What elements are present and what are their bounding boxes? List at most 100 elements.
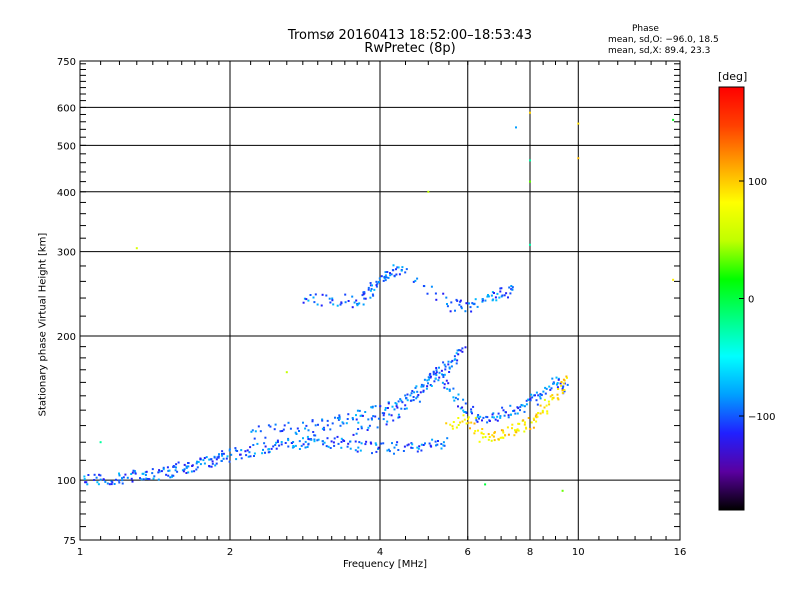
data-point xyxy=(577,122,580,125)
data-point xyxy=(168,469,171,472)
data-point xyxy=(378,280,380,283)
data-point xyxy=(292,445,295,447)
data-point xyxy=(404,394,407,397)
data-point xyxy=(226,455,229,458)
y-tick-label: 400 xyxy=(57,188,76,199)
data-point xyxy=(428,373,431,376)
data-point xyxy=(202,459,205,462)
data-point xyxy=(215,462,218,465)
data-point xyxy=(133,470,136,472)
data-point xyxy=(450,301,453,304)
data-point xyxy=(502,409,505,412)
data-point xyxy=(393,408,396,411)
data-point xyxy=(563,390,566,393)
data-point xyxy=(339,303,342,306)
data-point xyxy=(440,443,443,445)
data-point xyxy=(376,426,379,429)
data-point xyxy=(346,418,349,420)
colorbar-tick-label: 100 xyxy=(748,177,767,188)
data-point xyxy=(361,294,364,297)
data-point xyxy=(561,392,564,394)
data-point xyxy=(359,449,362,452)
data-point xyxy=(532,417,535,420)
data-point xyxy=(369,282,372,284)
data-point xyxy=(512,410,515,412)
data-point xyxy=(166,466,169,469)
data-point xyxy=(443,383,446,386)
data-point xyxy=(110,483,113,486)
data-point xyxy=(298,448,301,450)
x-tick-label: 4 xyxy=(377,547,383,558)
data-point xyxy=(96,481,99,484)
data-point xyxy=(422,285,425,287)
data-point xyxy=(476,420,479,423)
data-point xyxy=(121,482,124,485)
data-point xyxy=(556,382,559,384)
data-point xyxy=(537,412,540,415)
data-point xyxy=(392,419,395,422)
data-point xyxy=(456,349,459,352)
data-point xyxy=(446,303,448,305)
data-point xyxy=(298,440,301,443)
data-point xyxy=(479,415,482,418)
data-point xyxy=(445,296,448,299)
data-point xyxy=(430,445,433,448)
data-point xyxy=(245,454,248,457)
data-point xyxy=(130,473,133,475)
data-point xyxy=(529,159,531,162)
data-point xyxy=(336,304,339,307)
colorbar-ticks: 100 0 −100 xyxy=(739,177,775,423)
data-point xyxy=(300,444,303,447)
data-point xyxy=(337,442,340,445)
data-point xyxy=(310,438,313,441)
data-point xyxy=(380,442,383,445)
data-point xyxy=(354,449,357,452)
data-point xyxy=(502,436,505,439)
data-point xyxy=(481,298,484,301)
data-point xyxy=(118,472,120,475)
data-point xyxy=(347,413,350,416)
data-point xyxy=(524,421,526,424)
data-point xyxy=(211,460,214,463)
data-point xyxy=(466,302,469,305)
data-point xyxy=(345,422,348,425)
data-point xyxy=(269,425,272,428)
data-point xyxy=(470,408,473,411)
data-point xyxy=(396,406,399,409)
data-point xyxy=(190,470,193,473)
data-point xyxy=(371,418,373,421)
data-point xyxy=(444,365,447,368)
data-point xyxy=(400,399,403,402)
data-point xyxy=(222,452,225,455)
data-point xyxy=(351,306,354,309)
data-point xyxy=(248,451,251,454)
data-point xyxy=(386,407,389,409)
data-point xyxy=(396,441,399,444)
data-point xyxy=(303,297,306,300)
data-point xyxy=(497,438,500,441)
data-point xyxy=(351,417,354,419)
data-point xyxy=(340,440,343,443)
data-point xyxy=(452,421,455,423)
data-point xyxy=(413,391,416,394)
data-point xyxy=(287,437,290,440)
x-tick-label: 10 xyxy=(572,547,585,558)
data-point xyxy=(539,397,542,400)
data-point xyxy=(353,301,356,304)
data-point xyxy=(145,470,148,473)
data-point xyxy=(551,394,554,397)
data-point xyxy=(500,287,503,290)
data-point xyxy=(501,406,504,409)
data-point xyxy=(118,481,121,484)
data-point xyxy=(144,474,147,476)
data-point xyxy=(434,372,437,375)
data-point xyxy=(376,282,379,285)
data-point xyxy=(280,441,283,443)
data-point xyxy=(374,415,377,418)
data-point xyxy=(471,302,474,305)
data-point xyxy=(535,399,538,402)
data-point xyxy=(481,419,483,422)
data-point xyxy=(416,450,419,453)
data-point xyxy=(440,447,443,450)
data-point xyxy=(253,455,255,457)
